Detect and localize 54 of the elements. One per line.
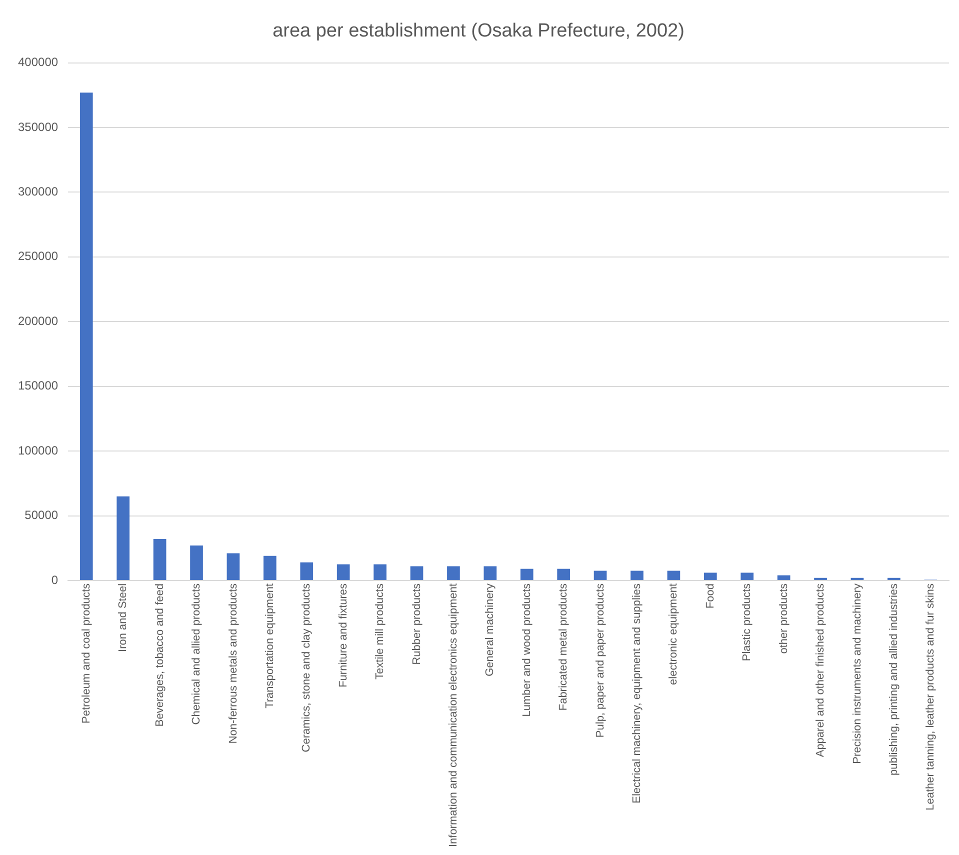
chart-title: area per establishment (Osaka Prefecture, 2002) <box>272 20 684 42</box>
x-tick-label: Lumber and wood products <box>520 582 533 717</box>
x-tick-label: Furniture and fixtures <box>337 582 350 688</box>
y-tick-label: 0 <box>51 572 58 587</box>
x-tick-label: publishing, printing and allied industries <box>888 582 900 776</box>
bar <box>153 539 166 580</box>
x-tick-label: Petroleum and coal products <box>80 582 92 724</box>
x-tick-label: Iron and Steel <box>117 583 130 652</box>
x-tick-label: Fabricated metal products <box>558 582 570 711</box>
y-tick-label: 150000 <box>18 378 58 393</box>
y-tick-label: 200000 <box>18 314 58 328</box>
bar <box>484 566 497 580</box>
bar <box>777 575 790 580</box>
y-tick-label: 50000 <box>24 508 58 522</box>
x-tick-label: Rubber products <box>410 582 423 665</box>
x-tick-label: Precision instruments and machinery <box>851 582 864 764</box>
bar <box>630 570 644 580</box>
bar <box>557 568 570 580</box>
y-tick-label: 300000 <box>18 184 58 199</box>
bar <box>667 570 680 580</box>
x-tick-label: Textile mill products <box>374 582 386 680</box>
x-tick-label: Beverages, tobacco and feed <box>154 583 166 727</box>
x-tick-label: Electrical machinery, equipment and supplies <box>631 582 644 804</box>
x-tick-label: Plastic products <box>741 582 754 662</box>
y-tick-label: 350000 <box>18 120 58 134</box>
y-tick-label: 250000 <box>18 249 58 264</box>
x-tick-label: Ceramics, stone and clay products <box>300 582 313 752</box>
bar <box>740 572 754 580</box>
y-tick-label: 100000 <box>18 443 58 458</box>
bar <box>447 566 460 580</box>
x-tick-label: Transportation equipment <box>264 583 276 708</box>
bar <box>80 92 93 580</box>
x-tick-label: Food <box>704 583 716 609</box>
x-tick-label: Pulp, paper and paper products <box>594 582 606 738</box>
y-tick-label: 400000 <box>18 55 58 70</box>
bar <box>704 572 717 580</box>
bar <box>336 564 350 580</box>
bar <box>300 562 314 580</box>
x-tick-label: Apparel and other finished products <box>814 582 827 758</box>
bar <box>226 553 240 580</box>
x-tick-label: Non-ferrous metals and products <box>227 582 240 744</box>
bar <box>520 568 534 580</box>
bar <box>264 556 276 580</box>
bar <box>410 566 424 580</box>
bar <box>116 496 130 580</box>
x-tick-label: other products <box>778 582 790 654</box>
bar <box>190 546 203 580</box>
bar <box>374 564 386 580</box>
x-tick-label: Information and communication electronics equipment <box>447 583 460 848</box>
x-tick-label: electronic equipment <box>668 583 680 685</box>
x-tick-label: Leather tanning, leather products and fur skins <box>924 582 937 810</box>
x-tick-label: Chemical and allied products <box>190 582 203 725</box>
x-tick-label: General machinery <box>484 582 496 676</box>
bar <box>594 570 607 580</box>
